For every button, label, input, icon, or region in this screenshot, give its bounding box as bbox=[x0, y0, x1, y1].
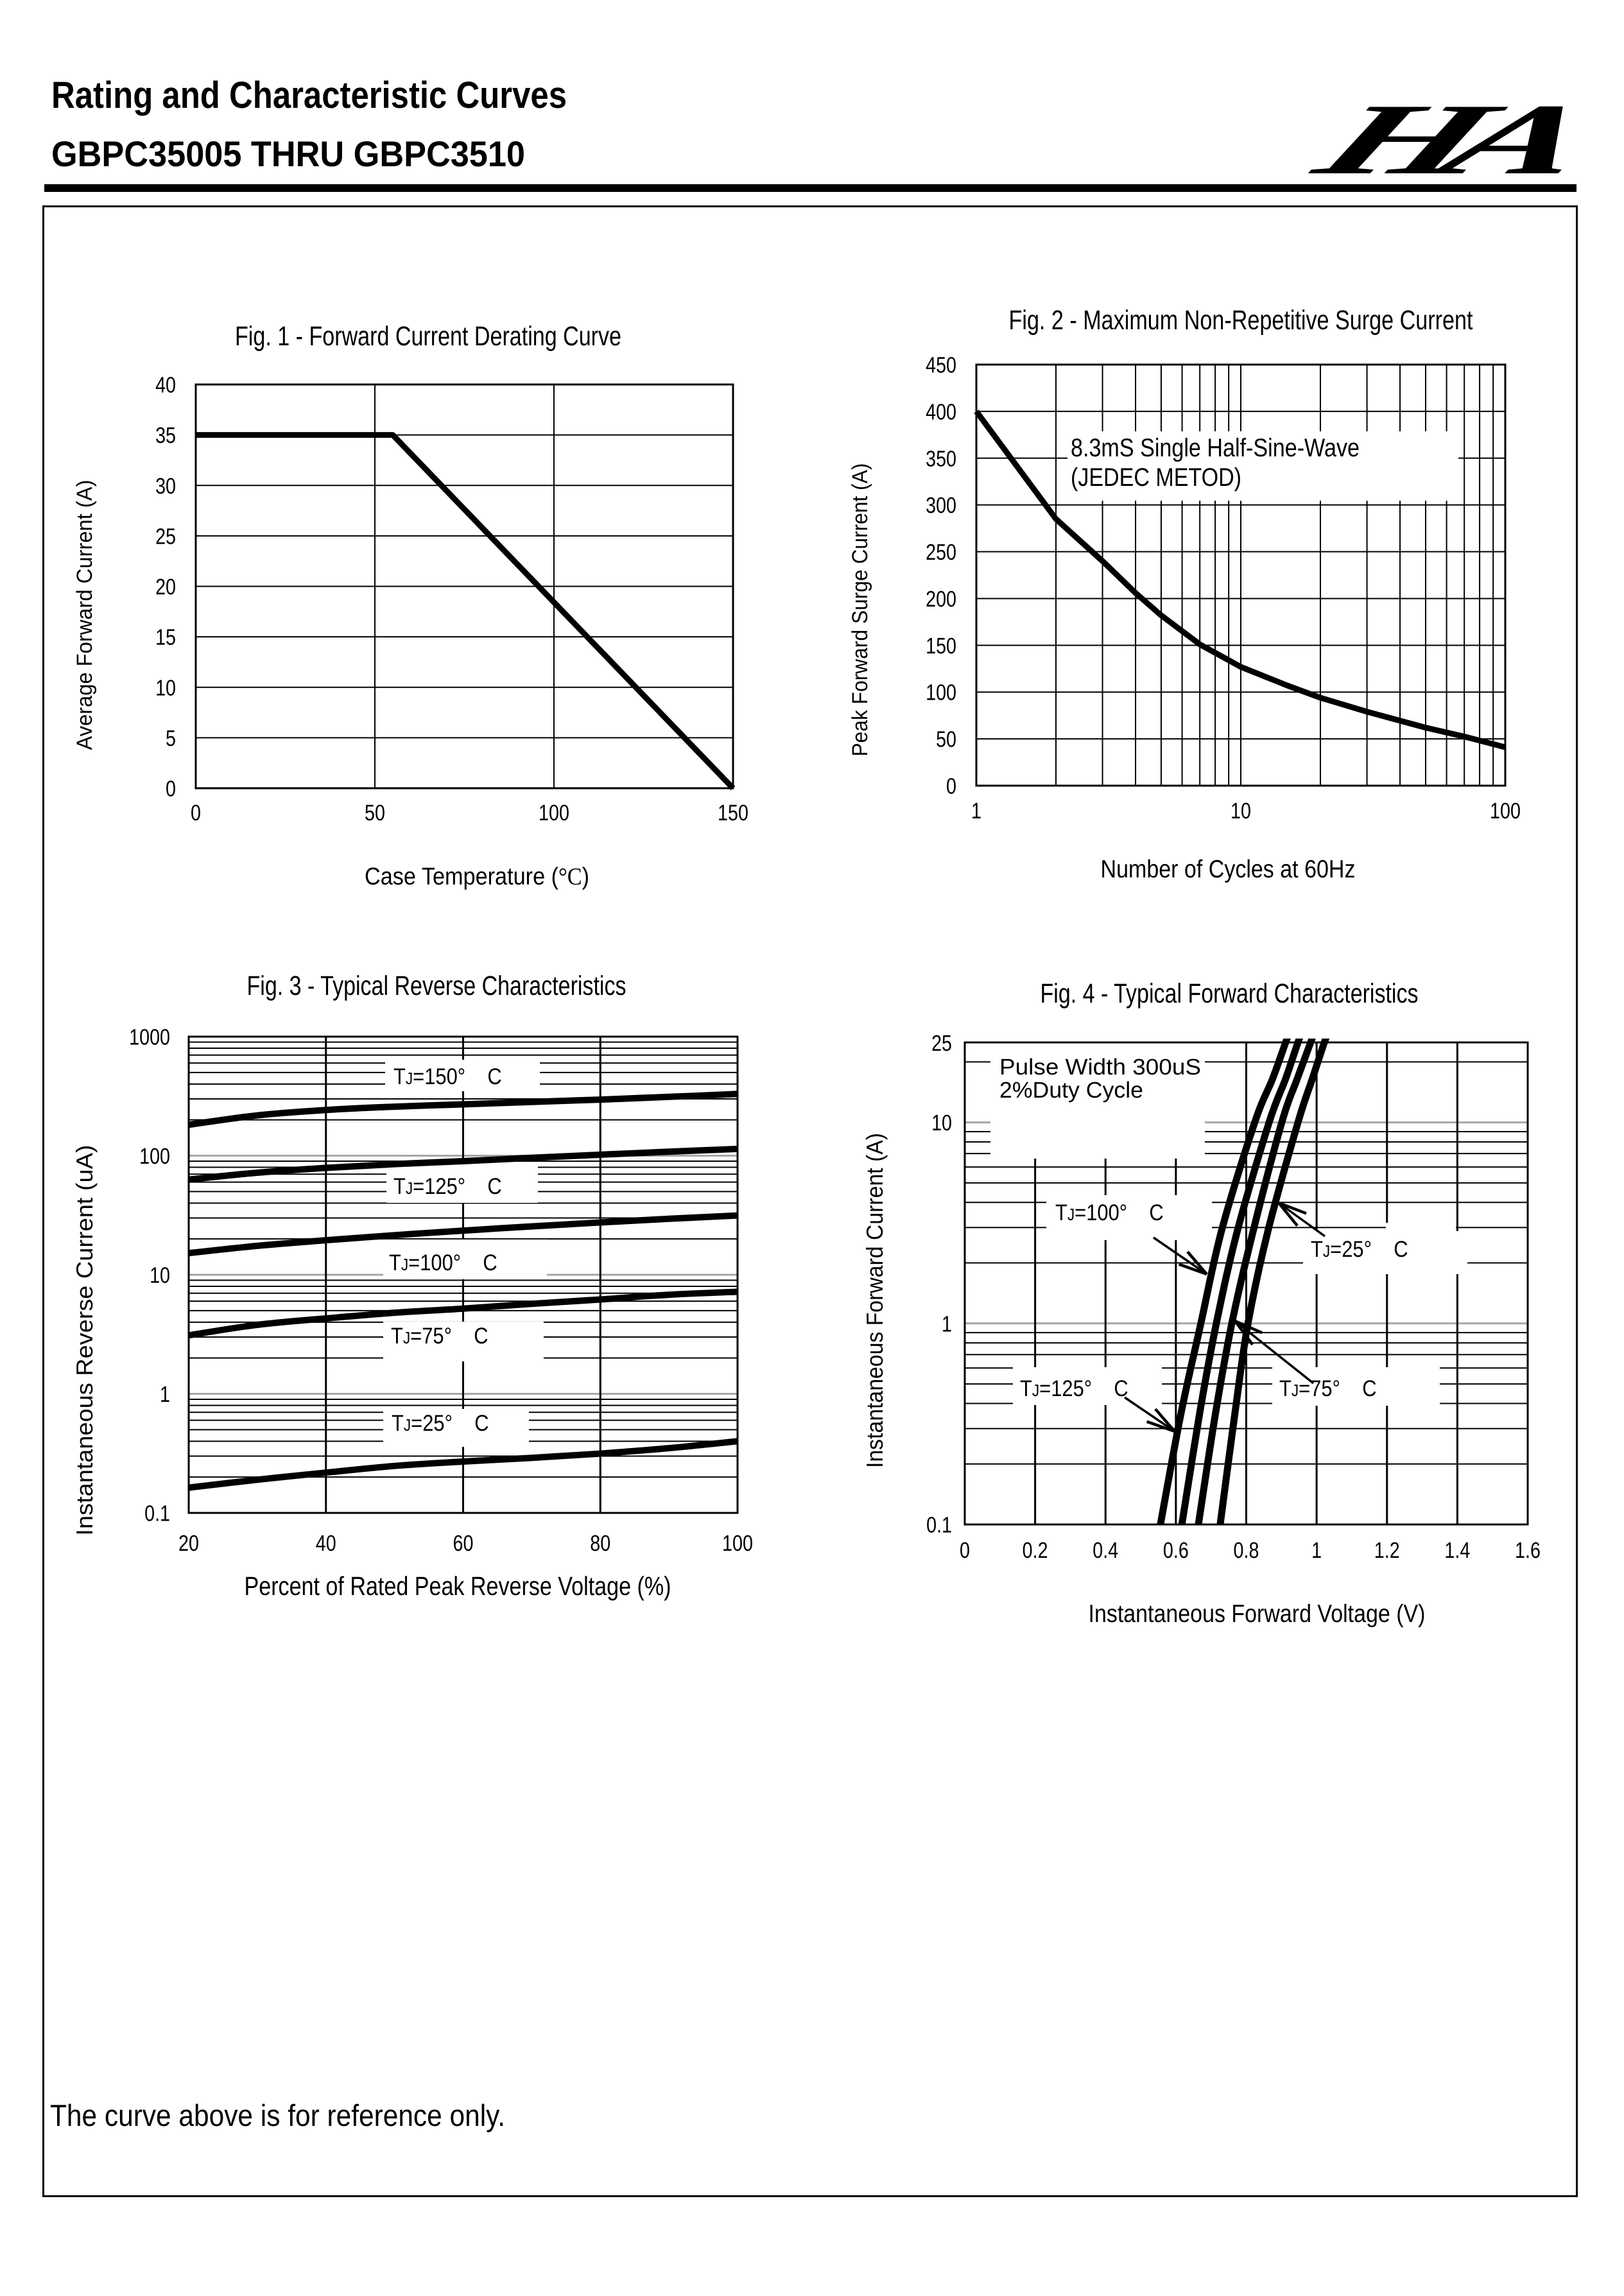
svg-text:250: 250 bbox=[926, 540, 956, 565]
svg-text:200: 200 bbox=[926, 587, 956, 612]
svg-text:0.2: 0.2 bbox=[1023, 1538, 1048, 1563]
svg-text:300: 300 bbox=[926, 493, 956, 518]
svg-text:30: 30 bbox=[155, 474, 176, 499]
svg-text:HA: HA bbox=[1294, 83, 1612, 196]
svg-text:0: 0 bbox=[191, 800, 201, 825]
svg-text:Percent of Rated Peak Reverse: Percent of Rated Peak Reverse Voltage (%… bbox=[245, 1571, 671, 1601]
svg-text:1.6: 1.6 bbox=[1515, 1538, 1541, 1563]
svg-text:150: 150 bbox=[926, 634, 956, 659]
svg-text:15: 15 bbox=[155, 625, 176, 650]
svg-text:Instantaneous Forward Current: Instantaneous Forward Current (A) bbox=[861, 1133, 888, 1468]
svg-text:Peak Forward Surge Current (A): Peak Forward Surge Current (A) bbox=[848, 463, 872, 757]
svg-text:350: 350 bbox=[926, 446, 956, 471]
svg-text:0.4: 0.4 bbox=[1093, 1538, 1118, 1563]
svg-text:0: 0 bbox=[946, 774, 956, 799]
svg-text:0: 0 bbox=[960, 1538, 970, 1563]
svg-text:0.6: 0.6 bbox=[1163, 1538, 1189, 1563]
svg-text:0.1: 0.1 bbox=[926, 1513, 952, 1538]
svg-text:1000: 1000 bbox=[129, 1025, 170, 1050]
svg-text:Instantaneous Forward Voltage: Instantaneous Forward Voltage (V) bbox=[1089, 1600, 1426, 1628]
svg-text:150: 150 bbox=[718, 800, 748, 825]
svg-text:100: 100 bbox=[926, 680, 956, 705]
svg-text:10: 10 bbox=[1231, 798, 1251, 824]
svg-text:450: 450 bbox=[926, 353, 956, 378]
svg-text:10: 10 bbox=[155, 675, 176, 700]
svg-text:1: 1 bbox=[971, 798, 981, 824]
svg-text:400: 400 bbox=[926, 399, 956, 424]
svg-text:Fig. 4 - Typical Forward Chara: Fig. 4 - Typical Forward Characteristics bbox=[1041, 979, 1419, 1009]
svg-text:Average Forward Current (A): Average Forward Current (A) bbox=[73, 480, 97, 750]
svg-text:(JEDEC METOD): (JEDEC METOD) bbox=[1071, 463, 1241, 492]
svg-text:Fig. 3 - Typical Reverse Chara: Fig. 3 - Typical Reverse Characteristics bbox=[247, 971, 626, 1001]
svg-text:20: 20 bbox=[155, 574, 176, 600]
svg-text:0.8: 0.8 bbox=[1234, 1538, 1259, 1563]
svg-text:5: 5 bbox=[166, 726, 176, 751]
svg-text:0: 0 bbox=[166, 777, 176, 802]
svg-text:100: 100 bbox=[539, 800, 569, 825]
svg-text:1: 1 bbox=[160, 1382, 170, 1407]
svg-text:25: 25 bbox=[155, 524, 176, 549]
svg-text:50: 50 bbox=[365, 800, 385, 825]
svg-text:1: 1 bbox=[1311, 1538, 1322, 1563]
svg-text:100: 100 bbox=[722, 1531, 753, 1556]
svg-text:100: 100 bbox=[1490, 798, 1521, 824]
svg-text:40: 40 bbox=[316, 1531, 336, 1556]
svg-text:Number of Cycles at 60Hz: Number of Cycles at 60Hz bbox=[1101, 856, 1356, 883]
svg-text:1.4: 1.4 bbox=[1444, 1538, 1470, 1563]
svg-text:Fig. 2 - Maximum Non-Repetitiv: Fig. 2 - Maximum Non-Repetitive Surge Cu… bbox=[1009, 306, 1473, 336]
svg-text:1: 1 bbox=[942, 1311, 952, 1336]
svg-text:Pulse Width 300uS: Pulse Width 300uS bbox=[999, 1055, 1201, 1080]
svg-text:Fig. 1 - Forward Current Derat: Fig. 1 - Forward Current Derating Curve bbox=[235, 322, 621, 352]
svg-text:2%Duty Cycle: 2%Duty Cycle bbox=[999, 1078, 1143, 1103]
svg-text:80: 80 bbox=[590, 1531, 610, 1556]
svg-text:10: 10 bbox=[931, 1110, 952, 1135]
svg-text:100: 100 bbox=[139, 1144, 170, 1169]
svg-text:0.1: 0.1 bbox=[144, 1501, 170, 1526]
svg-text:The curve above is for referen: The curve above is for reference only. bbox=[50, 2099, 505, 2133]
svg-text:10: 10 bbox=[150, 1263, 170, 1288]
svg-text:35: 35 bbox=[155, 423, 176, 448]
svg-text:Case Temperature (°C): Case Temperature (°C) bbox=[365, 863, 589, 890]
svg-text:1.2: 1.2 bbox=[1374, 1538, 1400, 1563]
svg-text:Rating and Characteristic Curv: Rating and Characteristic Curves bbox=[51, 74, 567, 116]
svg-text:40: 40 bbox=[155, 373, 176, 398]
svg-text:25: 25 bbox=[931, 1031, 952, 1056]
svg-text:50: 50 bbox=[936, 727, 956, 752]
svg-text:60: 60 bbox=[453, 1531, 474, 1556]
svg-text:Instantaneous Reverse Current: Instantaneous Reverse Current (uA) bbox=[71, 1145, 98, 1536]
svg-text:20: 20 bbox=[178, 1531, 199, 1556]
svg-text:8.3mS Single Half-Sine-Wave: 8.3mS Single Half-Sine-Wave bbox=[1071, 434, 1360, 462]
svg-text:GBPC35005 THRU GBPC3510: GBPC35005 THRU GBPC3510 bbox=[51, 134, 525, 174]
